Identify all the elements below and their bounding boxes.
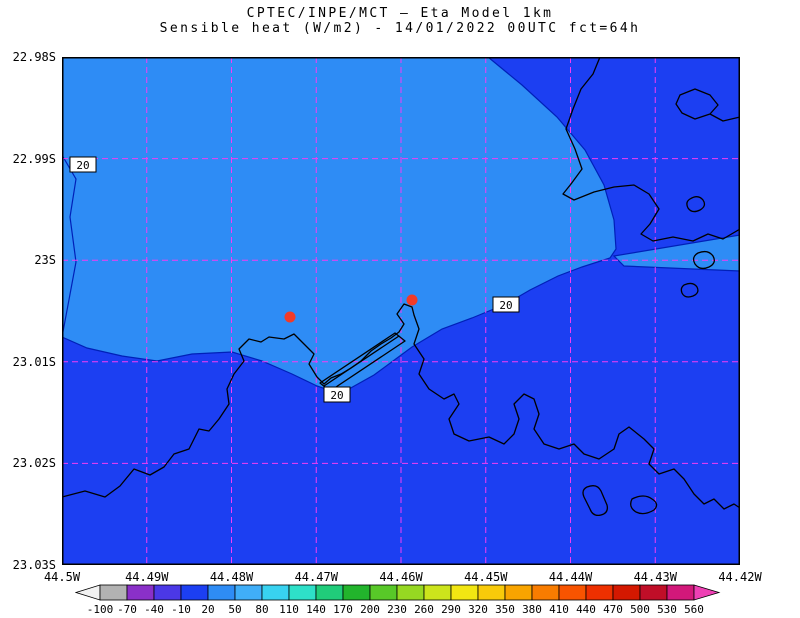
markers bbox=[284, 294, 418, 323]
contour-line-left-edge bbox=[62, 154, 77, 338]
contour-label: 20 bbox=[492, 296, 520, 313]
colorbar-segment bbox=[531, 584, 560, 601]
field-region-upper bbox=[62, 57, 617, 395]
colorbar-arrow-left bbox=[75, 584, 101, 601]
y-axis-tick-label: 23S bbox=[34, 253, 56, 268]
colorbar-segment bbox=[477, 584, 506, 601]
x-axis-tick-label: 44.44W bbox=[548, 570, 593, 584]
colorbar-tick-label: 290 bbox=[441, 603, 461, 616]
colorbar-segment bbox=[369, 584, 398, 601]
colorbar-tick-label: -40 bbox=[144, 603, 164, 616]
colorbar-tick-label: 170 bbox=[333, 603, 353, 616]
colorbar-segment bbox=[585, 584, 614, 601]
colorbar-segment bbox=[234, 584, 263, 601]
x-axis-tick-label: 44.45W bbox=[464, 570, 508, 584]
x-axis-tick-label: 44.5W bbox=[43, 570, 81, 584]
y-axis-tick-label: 23.02S bbox=[12, 456, 56, 471]
colorbar-tick-label: 260 bbox=[414, 603, 434, 616]
colorbar-tick-label: 440 bbox=[576, 603, 596, 616]
coastline-main bbox=[62, 303, 740, 510]
colorbar-tick-label: 500 bbox=[630, 603, 650, 616]
colorbar-segment bbox=[315, 584, 344, 601]
plot-frame bbox=[62, 57, 740, 565]
colorbar-segment bbox=[612, 584, 641, 601]
colorbar-tick-label: 110 bbox=[279, 603, 299, 616]
chart-title-line1: CPTEC/INPE/MCT — Eta Model 1km bbox=[246, 6, 554, 21]
colorbar-arrow-right bbox=[693, 584, 721, 601]
y-axis-tick-label: 22.98S bbox=[12, 50, 56, 64]
y-axis-tick-label: 23.03S bbox=[12, 558, 56, 572]
station-marker-dot bbox=[406, 294, 418, 306]
colorbar-tick-label: -100 bbox=[86, 603, 114, 616]
x-axis-tick-label: 44.43W bbox=[633, 570, 677, 584]
contour-label-value: 20 bbox=[76, 159, 89, 172]
x-axis-tick-label: 44.42W bbox=[718, 570, 762, 584]
colorbar-segment bbox=[423, 584, 452, 601]
colorbar-tick-label: 560 bbox=[684, 603, 704, 616]
x-axis-tick-label: 44.48W bbox=[209, 570, 254, 584]
colorbar-tick-label: 410 bbox=[549, 603, 569, 616]
colorbar-segment bbox=[450, 584, 479, 601]
y-axis-tick-label: 22.99S bbox=[12, 151, 56, 166]
colorbar-segment bbox=[342, 584, 371, 601]
colorbar-segment bbox=[288, 584, 317, 601]
chart-title-line2: Sensible heat (W/m2) - 14/01/2022 00UTC … bbox=[159, 21, 641, 36]
colorbar-tick-label: 350 bbox=[495, 603, 515, 616]
contour-label-box bbox=[69, 156, 97, 173]
colorbar-tick-label: 230 bbox=[387, 603, 407, 616]
y-axis-tick-label: 23.01S bbox=[12, 354, 56, 369]
coastline-islands bbox=[582, 196, 715, 517]
x-axis-tick-label: 44.46W bbox=[379, 570, 423, 584]
contour-label-box bbox=[492, 296, 520, 313]
colorbar-segment bbox=[207, 584, 236, 601]
colorbar-segment bbox=[639, 584, 668, 601]
colorbar-svg bbox=[75, 584, 721, 601]
colorbar-segment bbox=[180, 584, 209, 601]
colorbar-segment bbox=[396, 584, 425, 601]
map-plot: 20 20 20 bbox=[62, 57, 740, 565]
colorbar-tick-label: 320 bbox=[468, 603, 488, 616]
colorbar-segment bbox=[99, 584, 128, 601]
x-axis-tick-label: 44.47W bbox=[294, 570, 338, 584]
colorbar-segment bbox=[261, 584, 290, 601]
colorbar-tick-label: 20 bbox=[201, 603, 215, 616]
contour-labels: 20 20 20 bbox=[69, 156, 520, 403]
colorbar-segment bbox=[558, 584, 587, 601]
gridlines bbox=[62, 57, 740, 565]
contour-label-value: 20 bbox=[330, 389, 343, 402]
colorbar-tick-label: 80 bbox=[255, 603, 269, 616]
colorbar-tick-label: -10 bbox=[171, 603, 191, 616]
field-region-east-wedge bbox=[612, 234, 740, 272]
colorbar-tick-label: 380 bbox=[522, 603, 542, 616]
station-marker-dot bbox=[284, 311, 296, 323]
colorbar-tick-label: 50 bbox=[228, 603, 242, 616]
colorbar-tick-label: 470 bbox=[603, 603, 623, 616]
coastline-corner-island bbox=[675, 88, 740, 122]
contour-label: 20 bbox=[323, 386, 351, 403]
contour-label-box bbox=[323, 386, 351, 403]
colorbar-tick-label: 530 bbox=[657, 603, 677, 616]
x-axis-tick-label: 44.49W bbox=[125, 570, 169, 584]
colorbar-segment bbox=[504, 584, 533, 601]
colorbar-segment bbox=[666, 584, 695, 601]
contour-label: 20 bbox=[69, 156, 97, 173]
contour-label-value: 20 bbox=[499, 299, 512, 312]
colorbar-tick-label: -70 bbox=[117, 603, 137, 616]
colorbar-segment bbox=[126, 584, 155, 601]
colorbar-segment bbox=[153, 584, 182, 601]
colorbar-tick-label: 200 bbox=[360, 603, 380, 616]
coastline-ne-peninsula bbox=[562, 57, 740, 242]
colorbar-tick-label: 140 bbox=[306, 603, 326, 616]
